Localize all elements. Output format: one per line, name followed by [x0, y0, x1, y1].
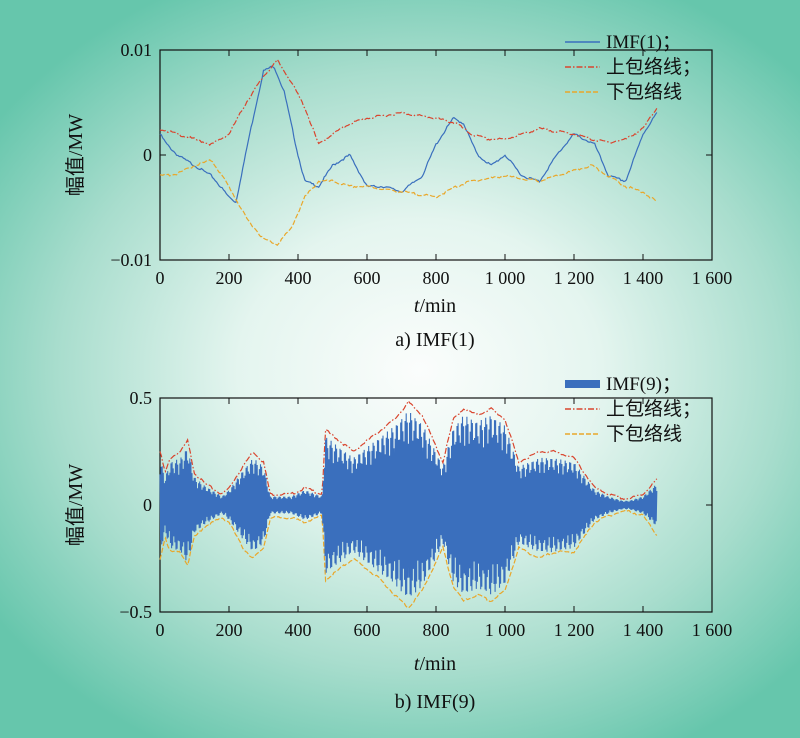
x-tick-label: 1 600	[692, 620, 733, 640]
x-tick-label: 1 600	[692, 268, 733, 288]
x-tick-label: 1 000	[485, 268, 526, 288]
series-lower-envelope-line	[159, 509, 658, 609]
x-tick-label: 600	[354, 268, 381, 288]
legend-label-lower: 下包络线	[606, 423, 682, 445]
series-imf1-line	[159, 65, 658, 204]
series-upper-envelope-line	[159, 58, 658, 146]
x-tick-label: 0	[156, 620, 165, 640]
x-tick-label: 200	[216, 268, 243, 288]
legend-label-lower: 下包络线	[606, 81, 682, 103]
x-tick-label: 1 200	[554, 620, 595, 640]
y-axis-label: 幅值/MW	[64, 114, 87, 196]
y-tick-label: 0	[143, 145, 152, 165]
panel-caption: b) IMF(9)	[395, 691, 476, 713]
y-tick-label: −0.01	[110, 250, 152, 270]
series-imf9-line	[159, 412, 658, 596]
panel-a-legend: IMF(1)； 上包络线； 下包络线	[565, 32, 701, 103]
series-lower-envelope-line	[159, 159, 658, 246]
panel-caption: a) IMF(1)	[395, 329, 474, 351]
x-tick-label: 1 000	[485, 620, 526, 640]
legend-label-upper: 上包络线；	[606, 398, 701, 420]
x-tick-label: 800	[423, 268, 450, 288]
x-tick-label: 200	[216, 620, 243, 640]
panel-a-imf1: 0 200 400 600 800 1 000 1 200 1 400 1 6000.010−0…	[64, 32, 732, 351]
x-tick-label: 600	[354, 620, 381, 640]
x-axis-label: t/min	[414, 653, 456, 675]
legend-label-imf1: IMF(1)；	[606, 32, 681, 53]
panel-b-imf9: 0 200 400 600 800 1 000 1 200 1 400 1 6000.50−0.…	[64, 374, 732, 713]
x-tick-label: 800	[423, 620, 450, 640]
x-tick-label: 1 400	[623, 268, 664, 288]
panel-b-legend: IMF(9)； 上包络线； 下包络线	[565, 374, 701, 445]
y-tick-label: −0.5	[119, 602, 152, 622]
x-tick-label: 0	[156, 268, 165, 288]
y-tick-label: 0.01	[121, 40, 153, 60]
legend-label-imf9: IMF(9)；	[606, 374, 681, 395]
x-tick-label: 1 200	[554, 268, 595, 288]
x-axis-label: t/min	[414, 295, 456, 317]
panel-a-plot-area: 0 200 400 600 800 1 000 1 200 1 400 1 6000.010−0…	[110, 40, 732, 288]
y-axis-label: 幅值/MW	[64, 464, 87, 546]
series-upper-envelope-line	[159, 399, 658, 501]
x-tick-label: 400	[285, 620, 312, 640]
y-tick-label: 0.5	[130, 388, 153, 408]
panel-b-plot-area: 0 200 400 600 800 1 000 1 200 1 400 1 6000.50−0.…	[119, 388, 732, 640]
x-tick-label: 1 400	[623, 620, 664, 640]
legend-line-imf9	[565, 380, 600, 388]
x-tick-label: 400	[285, 268, 312, 288]
y-tick-label: 0	[143, 495, 152, 515]
legend-label-upper: 上包络线；	[606, 56, 701, 78]
